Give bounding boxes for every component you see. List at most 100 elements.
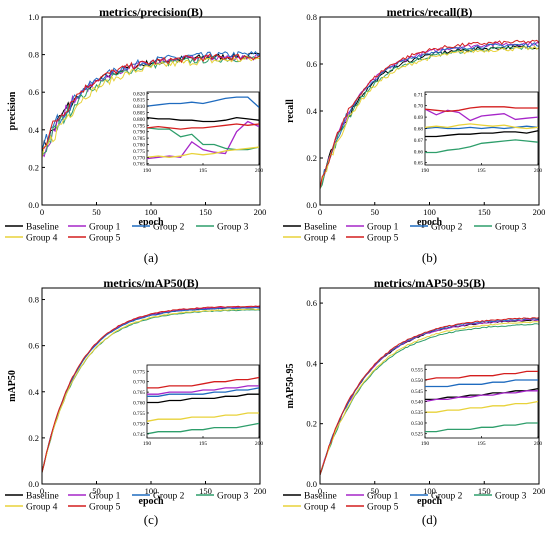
x-axis-label: epoch bbox=[139, 217, 164, 228]
legend-label: Baseline bbox=[26, 491, 59, 501]
inset-y-tick-label: 0.780 bbox=[133, 143, 145, 149]
y-axis-label: mAP50-95 bbox=[285, 364, 296, 409]
inset-y-tick-label: 0.69 bbox=[414, 115, 424, 121]
series-line-group-4 bbox=[319, 45, 540, 189]
inset-line-group-1 bbox=[424, 390, 538, 403]
x-tick-label: 0 bbox=[40, 486, 44, 496]
inset-zoom: 0.8200.8150.8100.8050.8000.7950.7900.785… bbox=[133, 91, 263, 174]
inset-y-tick-label: 0.775 bbox=[133, 149, 145, 155]
y-tick-label: 0.2 bbox=[306, 419, 317, 429]
inset-y-tick-label: 0.65 bbox=[414, 161, 424, 167]
inset-x-tick-label: 190 bbox=[421, 441, 430, 447]
inset-line-group-4 bbox=[146, 146, 260, 158]
y-tick-label: 0.8 bbox=[306, 12, 317, 22]
inset-y-tick-label: 0.790 bbox=[133, 130, 145, 136]
inset-y-tick-label: 0.815 bbox=[133, 98, 145, 104]
panel-caption: (d) bbox=[422, 512, 437, 527]
inset-line-group-3 bbox=[425, 139, 539, 154]
legend-label: Group 3 bbox=[217, 222, 249, 232]
series-line-group-5 bbox=[319, 39, 540, 189]
y-axis-label: recall bbox=[285, 99, 296, 123]
y-tick-label: 0.4 bbox=[306, 106, 317, 116]
legend-label: Baseline bbox=[304, 491, 337, 501]
y-tick-label: 0.0 bbox=[28, 479, 39, 489]
series-line-group-2 bbox=[41, 306, 261, 473]
inset-line-baseline bbox=[147, 393, 259, 404]
inset-zoom: 0.555 0.550 0.545 0.540 0.535 0.530 0.525 190 19… bbox=[411, 364, 542, 447]
inset-line-group-4 bbox=[146, 412, 259, 422]
inset-y-tick-label: 0.550 bbox=[411, 378, 423, 384]
inset-x-tick-label: 195 bbox=[199, 168, 208, 174]
x-axis-label: epoch bbox=[417, 217, 442, 228]
legend-label: Group 2 bbox=[153, 491, 185, 501]
inset-line-group-2 bbox=[424, 125, 539, 130]
y-tick-label: 0.6 bbox=[28, 87, 39, 97]
legend-label: Group 5 bbox=[367, 502, 399, 512]
inset-line-baseline bbox=[425, 130, 539, 138]
chart-panel-b: metrics/recall(B) 0 50 100 150 200 0.0 0.2 0.4 0.… bbox=[283, 5, 545, 265]
legend-label: Group 3 bbox=[495, 222, 527, 232]
x-tick-label: 50 bbox=[371, 486, 380, 496]
inset-line-group-1 bbox=[424, 108, 539, 122]
y-tick-label: 0.4 bbox=[306, 358, 317, 368]
legend-label: Group 4 bbox=[26, 502, 58, 512]
inset-y-tick-label: 0.760 bbox=[133, 401, 145, 407]
x-axis-label: epoch bbox=[417, 496, 442, 507]
inset-line-baseline bbox=[146, 116, 260, 123]
chart-title: metrics/mAP50(B) bbox=[103, 276, 198, 290]
inset-x-tick-label: 195 bbox=[199, 441, 208, 447]
panel-caption: (a) bbox=[144, 250, 158, 265]
x-tick-label: 100 bbox=[145, 207, 158, 217]
y-tick-label: 0.6 bbox=[306, 59, 317, 69]
inset-y-tick-label: 0.820 bbox=[133, 91, 145, 97]
legend: Baseline Group 1 Group 2 Group 3 Group 4 Grou… bbox=[283, 222, 527, 243]
legend-label: Group 5 bbox=[89, 233, 121, 243]
x-tick-label: 100 bbox=[423, 486, 436, 496]
inset-zoom: 0.775 0.770 0.765 0.760 0.755 0.750 0.745 190 19… bbox=[133, 364, 264, 447]
inset-x-tick-label: 195 bbox=[477, 441, 486, 447]
inset-y-tick-label: 0.805 bbox=[133, 110, 145, 116]
inset-line-group-5 bbox=[424, 106, 538, 113]
inset-y-tick-label: 0.770 bbox=[133, 380, 145, 386]
legend-label: Group 2 bbox=[431, 222, 463, 232]
inset-line-group-1 bbox=[147, 385, 259, 395]
panel-caption: (b) bbox=[422, 250, 437, 265]
inset-y-tick-label: 0.70 bbox=[414, 104, 424, 110]
x-tick-label: 200 bbox=[254, 486, 267, 496]
legend-label: Group 1 bbox=[367, 222, 399, 232]
x-tick-label: 50 bbox=[92, 486, 101, 496]
inset-line-group-5 bbox=[424, 370, 538, 381]
legend-label: Group 3 bbox=[217, 491, 249, 501]
x-tick-label: 0 bbox=[318, 207, 322, 217]
inset-y-tick-label: 0.745 bbox=[133, 432, 145, 438]
series-line-group-2 bbox=[41, 50, 261, 151]
inset-line-group-3 bbox=[146, 422, 260, 435]
x-tick-label: 100 bbox=[423, 207, 436, 217]
inset-y-tick-label: 0.785 bbox=[133, 136, 145, 142]
chart-title: metrics/mAP50-95(B) bbox=[374, 276, 485, 290]
x-tick-label: 50 bbox=[371, 207, 380, 217]
inset-x-tick-label: 190 bbox=[143, 441, 152, 447]
legend-label: Baseline bbox=[304, 222, 337, 232]
legend-label: Group 1 bbox=[367, 491, 399, 501]
legend-label: Group 5 bbox=[367, 233, 399, 243]
x-tick-label: 0 bbox=[40, 207, 44, 217]
legend: Baseline Group 1 Group 2 Group 3 Group 4 Grou… bbox=[283, 491, 527, 512]
y-tick-label: 0.6 bbox=[306, 298, 317, 308]
series-line-group-4 bbox=[41, 308, 261, 473]
inset-y-tick-label: 0.67 bbox=[414, 138, 424, 144]
inset-y-tick-label: 0.545 bbox=[411, 389, 423, 395]
legend-label: Group 4 bbox=[304, 233, 336, 243]
y-tick-label: 0.0 bbox=[306, 200, 317, 210]
y-axis-label: precision bbox=[7, 91, 18, 130]
inset-line-group-4 bbox=[425, 400, 539, 413]
chart-panel-a: metrics/precision(B) 0 50 100 150 200 0.0 0.2 0.… bbox=[5, 5, 266, 265]
chart-panel-d: metrics/mAP50-95(B) 0 50 100 150 200 0.0 0.2 0.4… bbox=[283, 276, 545, 527]
inset-y-tick-label: 0.68 bbox=[414, 127, 424, 133]
x-axis-label: epoch bbox=[139, 496, 164, 507]
inset-x-tick-label: 200 bbox=[255, 441, 264, 447]
inset-y-tick-label: 0.750 bbox=[133, 421, 145, 427]
inset-line-group-2 bbox=[147, 387, 260, 397]
